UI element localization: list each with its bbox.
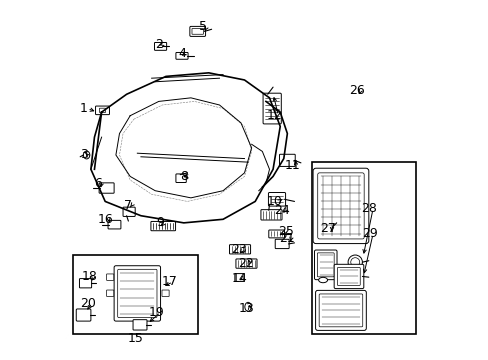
FancyBboxPatch shape xyxy=(235,259,257,268)
FancyBboxPatch shape xyxy=(106,290,114,296)
Bar xyxy=(73,255,198,334)
FancyBboxPatch shape xyxy=(154,42,166,50)
FancyBboxPatch shape xyxy=(99,183,114,193)
FancyBboxPatch shape xyxy=(263,93,281,124)
FancyBboxPatch shape xyxy=(337,267,360,285)
Ellipse shape xyxy=(244,302,251,311)
Text: 29: 29 xyxy=(361,227,377,240)
Text: 4: 4 xyxy=(178,47,185,60)
FancyBboxPatch shape xyxy=(114,266,160,321)
FancyBboxPatch shape xyxy=(162,290,169,296)
Text: 3: 3 xyxy=(80,148,87,162)
FancyBboxPatch shape xyxy=(317,173,364,239)
Text: 16: 16 xyxy=(97,213,113,226)
Text: 6: 6 xyxy=(94,177,102,190)
Text: 15: 15 xyxy=(127,333,143,346)
Text: 28: 28 xyxy=(361,202,377,215)
Text: 8: 8 xyxy=(180,170,187,183)
Text: 22: 22 xyxy=(238,257,254,270)
FancyBboxPatch shape xyxy=(315,291,366,330)
Text: 19: 19 xyxy=(149,306,164,319)
FancyBboxPatch shape xyxy=(317,253,333,277)
Text: 17: 17 xyxy=(161,275,177,288)
Text: 27: 27 xyxy=(320,222,336,235)
FancyBboxPatch shape xyxy=(123,207,135,216)
Text: 1: 1 xyxy=(80,102,87,115)
FancyBboxPatch shape xyxy=(333,264,363,289)
FancyBboxPatch shape xyxy=(106,274,114,280)
FancyBboxPatch shape xyxy=(279,154,295,166)
Bar xyxy=(312,162,415,334)
Text: 20: 20 xyxy=(81,297,96,310)
Text: 11: 11 xyxy=(285,159,300,172)
FancyBboxPatch shape xyxy=(229,245,250,254)
FancyBboxPatch shape xyxy=(80,279,91,288)
Text: 2: 2 xyxy=(155,38,163,51)
FancyBboxPatch shape xyxy=(234,274,244,282)
FancyBboxPatch shape xyxy=(99,108,105,112)
FancyBboxPatch shape xyxy=(133,320,147,330)
FancyBboxPatch shape xyxy=(108,220,121,229)
Text: 18: 18 xyxy=(81,270,98,283)
Text: 26: 26 xyxy=(348,84,364,97)
Text: 9: 9 xyxy=(156,216,164,229)
FancyBboxPatch shape xyxy=(189,26,205,36)
FancyBboxPatch shape xyxy=(312,168,368,244)
Text: 10: 10 xyxy=(266,195,282,208)
FancyBboxPatch shape xyxy=(151,221,175,231)
Text: 14: 14 xyxy=(231,272,246,285)
FancyBboxPatch shape xyxy=(268,193,285,206)
FancyBboxPatch shape xyxy=(95,106,109,114)
FancyBboxPatch shape xyxy=(314,250,336,280)
FancyBboxPatch shape xyxy=(176,174,186,183)
Text: 5: 5 xyxy=(199,20,207,33)
Text: 21: 21 xyxy=(279,233,295,246)
Text: 24: 24 xyxy=(274,204,289,217)
FancyBboxPatch shape xyxy=(319,294,362,327)
Ellipse shape xyxy=(350,258,359,267)
FancyBboxPatch shape xyxy=(176,53,188,59)
FancyBboxPatch shape xyxy=(76,309,91,321)
Ellipse shape xyxy=(347,255,362,269)
FancyBboxPatch shape xyxy=(268,230,284,238)
FancyBboxPatch shape xyxy=(192,28,203,34)
Text: 7: 7 xyxy=(124,198,132,212)
Ellipse shape xyxy=(83,151,90,159)
FancyBboxPatch shape xyxy=(118,269,157,318)
Text: 13: 13 xyxy=(238,302,254,315)
Text: 12: 12 xyxy=(266,109,282,122)
FancyBboxPatch shape xyxy=(275,239,288,249)
Text: 23: 23 xyxy=(231,243,246,256)
Text: 25: 25 xyxy=(277,225,293,238)
FancyBboxPatch shape xyxy=(261,210,282,220)
Ellipse shape xyxy=(318,277,327,283)
